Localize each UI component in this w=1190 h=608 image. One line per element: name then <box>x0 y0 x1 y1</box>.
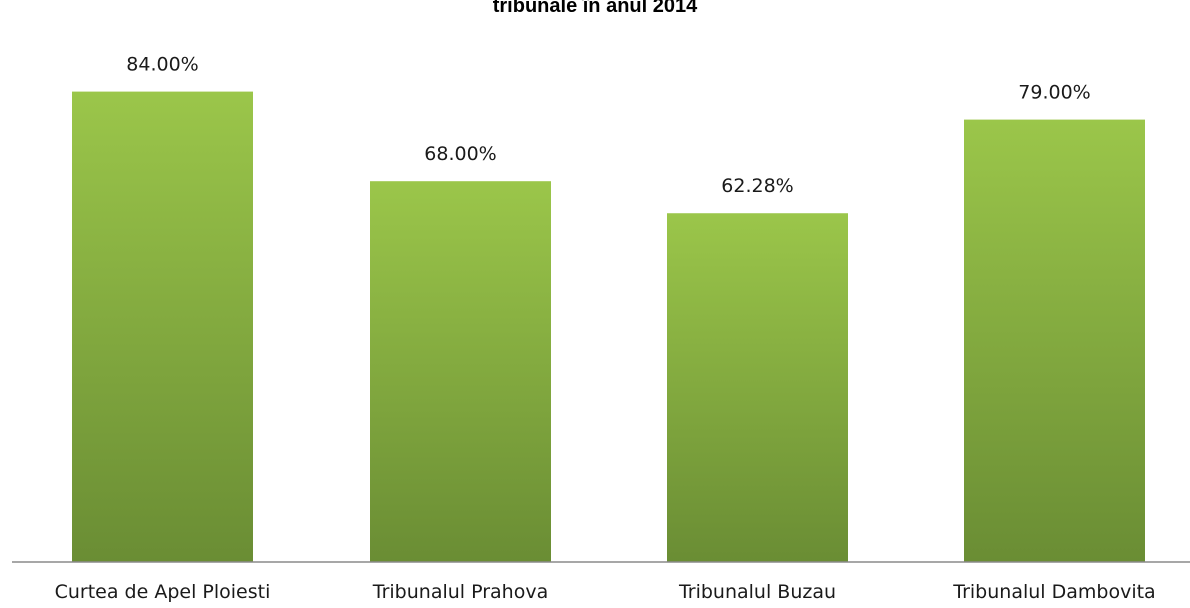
bar-value-label-3: 62.28% <box>721 175 793 197</box>
category-label-4: Tribunalul Dambovita <box>952 581 1155 603</box>
bar-1 <box>72 91 253 562</box>
bar-4 <box>964 119 1145 562</box>
data-labels-layer: 84.00% 68.00% 62.28% 79.00% <box>126 54 1090 198</box>
chart-title: tribunale în anul 2014 <box>493 0 698 17</box>
category-labels-layer: Curtea de Apel Ploiesti Tribunalul Prahov… <box>55 581 1156 603</box>
bars-layer <box>72 91 1145 562</box>
category-label-2: Tribunalul Prahova <box>372 581 548 603</box>
category-label-1: Curtea de Apel Ploiesti <box>55 581 271 603</box>
category-label-3: Tribunalul Buzau <box>678 581 836 603</box>
bar-value-label-4: 79.00% <box>1018 82 1090 104</box>
bar-2 <box>370 181 551 562</box>
bar-value-label-2: 68.00% <box>424 143 496 165</box>
bar-value-label-1: 84.00% <box>126 54 198 76</box>
bar-3 <box>667 213 848 562</box>
